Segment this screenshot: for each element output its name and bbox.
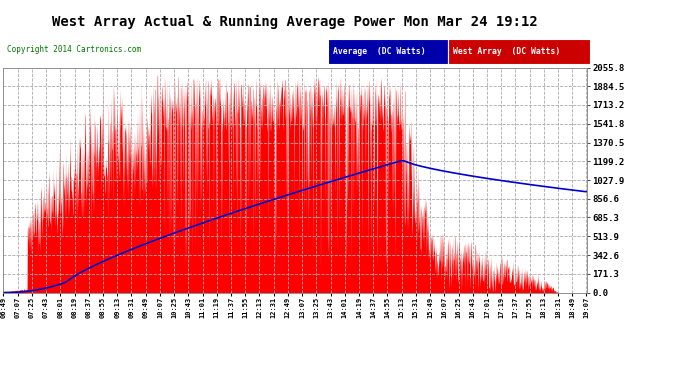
Text: Average  (DC Watts): Average (DC Watts) xyxy=(333,47,425,56)
Text: West Array  (DC Watts): West Array (DC Watts) xyxy=(453,47,560,56)
Text: West Array Actual & Running Average Power Mon Mar 24 19:12: West Array Actual & Running Average Powe… xyxy=(52,15,538,29)
Text: Copyright 2014 Cartronics.com: Copyright 2014 Cartronics.com xyxy=(7,45,141,54)
